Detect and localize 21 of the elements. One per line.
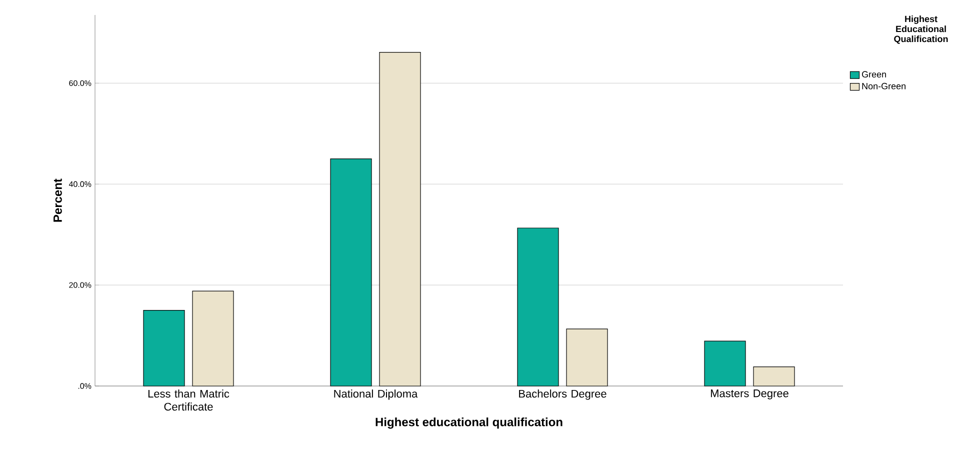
bar <box>566 328 608 386</box>
bar <box>143 310 185 386</box>
y-tick-label: .0% <box>78 383 92 389</box>
bar <box>330 158 372 386</box>
y-tick-label: 40.0% <box>68 181 92 187</box>
bar <box>192 290 234 386</box>
x-tick-label: National Diploma <box>334 390 418 400</box>
x-axis-title: Highest educational qualification <box>376 417 562 429</box>
legend-label: Green <box>862 71 886 78</box>
bar <box>704 340 746 386</box>
bar <box>753 366 795 386</box>
bar <box>379 52 421 386</box>
legend-label: Non-Green <box>862 82 906 90</box>
y-axis-title: Percent <box>54 178 62 222</box>
bar <box>517 228 559 386</box>
x-tick-label: Bachelors Degree <box>519 390 606 400</box>
x-tick-label: Masters Degree <box>710 390 788 400</box>
y-tick-label: 60.0% <box>69 80 92 86</box>
y-tick-label: 20.0% <box>69 282 92 288</box>
legend-title: Highest Educational Qualification <box>894 16 948 44</box>
x-tick-label: Less than Matric Certificate <box>148 390 230 411</box>
